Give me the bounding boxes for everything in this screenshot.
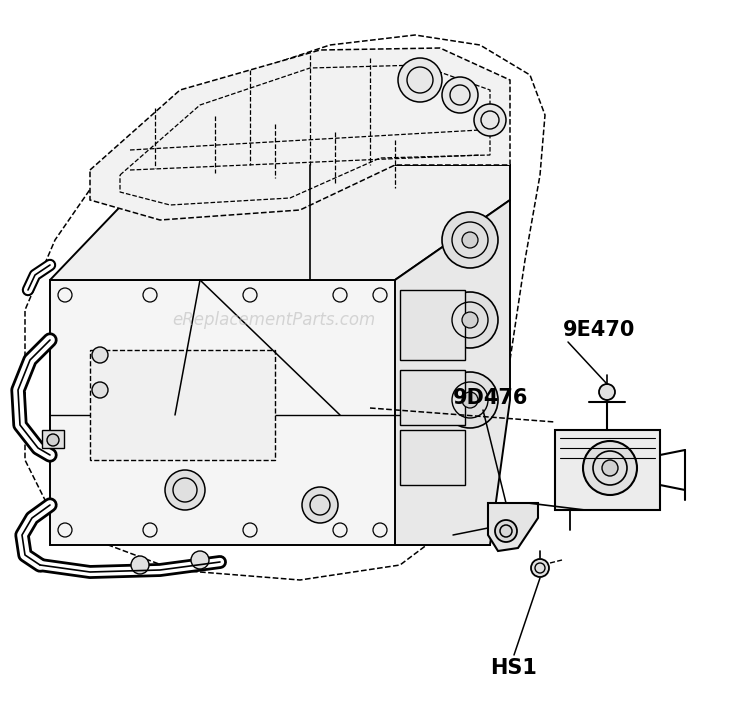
Circle shape <box>398 58 442 102</box>
Circle shape <box>531 559 549 577</box>
Circle shape <box>599 384 615 400</box>
Bar <box>400 430 465 485</box>
Text: 9D476: 9D476 <box>453 388 528 408</box>
Circle shape <box>165 470 205 510</box>
Circle shape <box>191 551 209 569</box>
Polygon shape <box>488 503 538 551</box>
Circle shape <box>495 520 517 542</box>
Circle shape <box>442 292 498 348</box>
Text: HS1: HS1 <box>490 658 538 678</box>
Circle shape <box>442 212 498 268</box>
Circle shape <box>47 434 59 446</box>
Circle shape <box>462 232 478 248</box>
Circle shape <box>602 460 618 476</box>
Circle shape <box>442 77 478 113</box>
Polygon shape <box>50 280 490 545</box>
Polygon shape <box>50 165 510 280</box>
Circle shape <box>583 441 637 495</box>
Circle shape <box>92 347 108 363</box>
Circle shape <box>92 382 108 398</box>
Polygon shape <box>90 48 510 220</box>
Bar <box>400 370 465 425</box>
Bar <box>90 350 275 460</box>
Circle shape <box>442 372 498 428</box>
Polygon shape <box>395 200 510 545</box>
Circle shape <box>462 312 478 328</box>
Bar <box>42 430 64 448</box>
Circle shape <box>131 556 149 574</box>
Text: 9E470: 9E470 <box>563 320 635 340</box>
Text: eReplacementParts.com: eReplacementParts.com <box>172 311 375 329</box>
Bar <box>555 430 660 510</box>
Bar <box>400 290 465 360</box>
Circle shape <box>302 487 338 523</box>
Circle shape <box>462 392 478 408</box>
Circle shape <box>474 104 506 136</box>
